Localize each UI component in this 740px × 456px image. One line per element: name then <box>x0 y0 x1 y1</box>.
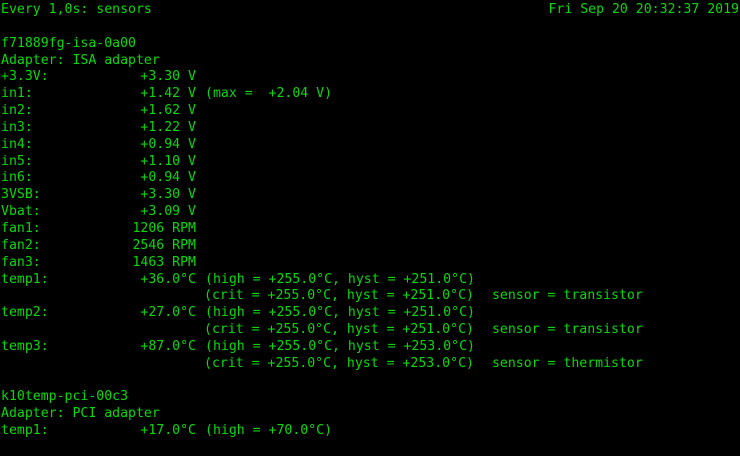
reading-value: +27.0°C <box>140 305 196 321</box>
reading-row: in1: +1.42 V (max = +2.04 V) <box>0 86 740 103</box>
sensor-type-note: sensor = transistor <box>491 322 643 338</box>
reading-limits: (high = +255.0°C, hyst = +251.0°C) <box>205 305 475 321</box>
reading-value: +17.0°C <box>140 423 196 439</box>
reading-row: in2: +1.62 V <box>0 103 740 120</box>
reading-continuation-row: (crit = +255.0°C, hyst = +251.0°C) sensor… <box>0 322 740 339</box>
reading-label: in1: <box>1 86 33 102</box>
chip-name: k10temp-pci-00c3 <box>1 389 129 405</box>
reading-label: temp3: <box>1 338 49 354</box>
reading-row: fan2: 2546 RPM <box>0 238 740 255</box>
reading-value: +87.0°C <box>140 338 196 354</box>
reading-value: +0.94 V <box>140 136 196 152</box>
watch-timestamp: Fri Sep 20 20:32:37 2019 <box>548 2 739 17</box>
reading-continuation-row: (crit = +255.0°C, hyst = +253.0°C) sensor… <box>0 356 740 373</box>
reading-value: +1.10 V <box>140 153 196 169</box>
reading-limits: (crit = +255.0°C, hyst = +253.0°C) <box>204 355 474 371</box>
reading-row: fan1: 1206 RPM <box>0 221 740 238</box>
adapter-name: Adapter: PCI adapter <box>1 406 160 422</box>
reading-row: fan3: 1463 RPM <box>0 255 740 272</box>
reading-label: in2: <box>1 103 33 119</box>
reading-row: 3VSB: +3.30 V <box>0 187 740 204</box>
reading-value: +3.30 V <box>140 187 196 203</box>
watch-header: Every 1,0s: sensors Fri Sep 20 20:32:37 … <box>0 0 740 19</box>
reading-label: in4: <box>1 136 33 152</box>
reading-row: +3.3V: +3.30 V <box>0 69 740 86</box>
reading-row: temp1: +36.0°C (high = +255.0°C, hyst = +2… <box>0 272 740 289</box>
reading-limits: (high = +255.0°C, hyst = +251.0°C) <box>205 271 475 287</box>
reading-label: fan1: <box>1 220 41 236</box>
sensor-type-note: sensor = transistor <box>491 288 643 304</box>
reading-label: temp1: <box>1 271 49 287</box>
reading-limits: (crit = +255.0°C, hyst = +251.0°C) <box>204 288 474 304</box>
reading-row: in3: +1.22 V <box>0 120 740 137</box>
reading-label: Vbat: <box>1 204 41 220</box>
reading-row: temp2: +27.0°C (high = +255.0°C, hyst = +2… <box>0 305 740 322</box>
adapter-name: Adapter: ISA adapter <box>1 52 160 68</box>
reading-continuation-row: (crit = +255.0°C, hyst = +251.0°C) sensor… <box>0 288 740 305</box>
reading-label: fan2: <box>1 237 41 253</box>
reading-limits: (max = +2.04 V) <box>205 86 333 102</box>
reading-value: +1.42 V <box>140 86 196 102</box>
reading-label: +3.3V: <box>1 69 49 85</box>
reading-value: 2546 RPM <box>132 237 196 253</box>
watch-command-label: Every 1,0s: sensors <box>1 2 152 17</box>
reading-label: in5: <box>1 153 33 169</box>
reading-row: in5: +1.10 V <box>0 154 740 171</box>
chip-name: f71889fg-isa-0a00 <box>1 35 136 51</box>
reading-label: fan3: <box>1 254 41 270</box>
reading-value: +3.09 V <box>140 204 196 220</box>
sensor-type-note: sensor = thermistor <box>491 355 643 371</box>
reading-value: +0.94 V <box>140 170 196 186</box>
reading-limits: (high = +255.0°C, hyst = +253.0°C) <box>205 338 475 354</box>
reading-value: 1206 RPM <box>132 220 196 236</box>
reading-label: temp1: <box>1 423 49 439</box>
section-spacer <box>0 373 740 390</box>
reading-value: +1.22 V <box>140 119 196 135</box>
reading-label: 3VSB: <box>1 187 41 203</box>
reading-row: Vbat: +3.09 V <box>0 204 740 221</box>
reading-limits: (high = +70.0°C) <box>205 423 333 439</box>
reading-value: 1463 RPM <box>132 254 196 270</box>
reading-row: temp3: +87.0°C (high = +255.0°C, hyst = +2… <box>0 339 740 356</box>
reading-label: in3: <box>1 119 33 135</box>
spacer-line <box>0 19 740 36</box>
reading-label: temp2: <box>1 305 49 321</box>
reading-label: in6: <box>1 170 33 186</box>
reading-value: +3.30 V <box>140 69 196 85</box>
reading-value: +36.0°C <box>140 271 196 287</box>
reading-row: in6: +0.94 V <box>0 170 740 187</box>
reading-limits: (crit = +255.0°C, hyst = +251.0°C) <box>204 322 474 338</box>
reading-row: in4: +0.94 V <box>0 137 740 154</box>
reading-value: +1.62 V <box>140 103 196 119</box>
reading-row: temp1: +17.0°C (high = +70.0°C) <box>0 423 740 440</box>
sensors-output: f71889fg-isa-0a00 Adapter: ISA adapter +3.… <box>0 36 740 440</box>
